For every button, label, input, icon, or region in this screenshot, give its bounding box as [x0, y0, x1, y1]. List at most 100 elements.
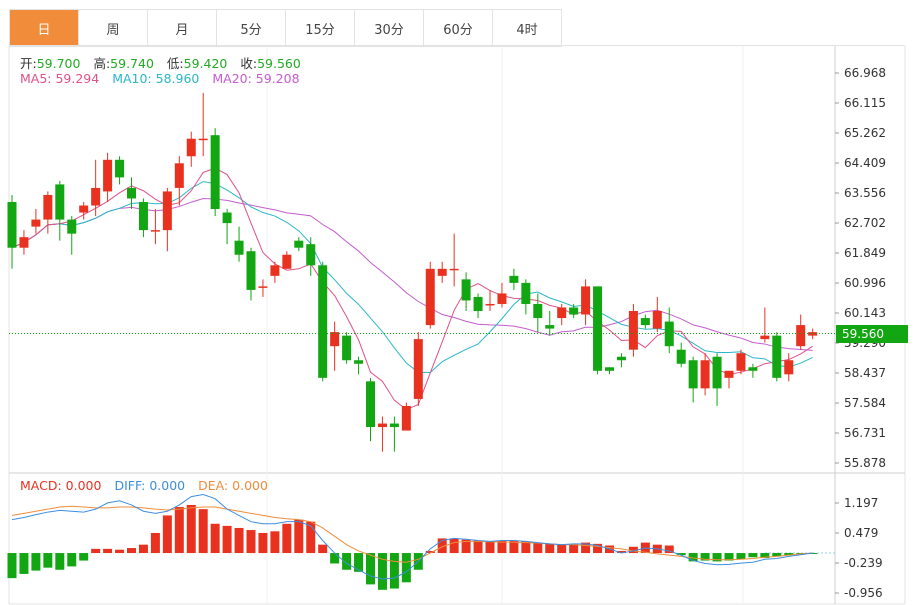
macd-bar: [342, 553, 352, 570]
macd-bar: [162, 515, 172, 554]
candle-body: [330, 332, 340, 347]
candle-body: [79, 205, 89, 213]
diff-value: DIFF: 0.000: [114, 478, 186, 493]
candle-body: [115, 159, 125, 178]
tab-week[interactable]: 周: [79, 10, 148, 46]
price-tick-label: 60.143: [844, 306, 886, 320]
macd-bar: [79, 553, 89, 561]
candle-body: [784, 360, 794, 375]
macd-bar: [282, 523, 292, 554]
macd-bar: [784, 553, 794, 556]
macd-bar: [306, 521, 316, 554]
macd-bar: [581, 542, 591, 554]
tab-30min[interactable]: 30分: [355, 10, 424, 46]
macd-bar: [366, 553, 375, 585]
candle-body: [628, 311, 638, 350]
macd-tick-label: -0.239: [844, 556, 883, 570]
candle-body: [437, 268, 447, 276]
macd-bar: [676, 553, 686, 556]
macd-info: MACD: 0.000 DIFF: 0.000 DEA: 0.000: [20, 478, 277, 493]
ohlc-info: 开:59.700 高:59.740 低:59.420 收:59.560: [20, 53, 310, 72]
candle-body: [31, 219, 41, 227]
macd-bar: [222, 525, 232, 554]
macd-bar: [91, 548, 101, 554]
macd-tick-label: -0.956: [844, 586, 883, 600]
macd-bar: [437, 538, 447, 554]
ma10-info: MA10: 58.960: [112, 71, 200, 86]
candle-body: [461, 279, 471, 301]
price-tick-label: 65.262: [844, 126, 886, 140]
price-tick-label: 57.584: [844, 396, 886, 410]
macd-bar: [724, 553, 734, 561]
candle-body: [545, 325, 555, 329]
candle-body: [389, 423, 399, 428]
macd-bar: [318, 544, 328, 554]
candle-body: [413, 339, 423, 399]
tab-60min[interactable]: 60分: [424, 10, 493, 46]
candle-body: [700, 360, 710, 389]
candle-body: [366, 381, 375, 428]
tab-4hour[interactable]: 4时: [493, 10, 562, 46]
candle-body: [593, 286, 603, 371]
macd-bar: [31, 553, 41, 571]
tab-15min[interactable]: 15分: [286, 10, 355, 46]
macd-bar: [449, 538, 459, 554]
price-tick-label: 62.702: [844, 216, 886, 230]
candle-body: [401, 405, 411, 431]
price-tick-label: 55.878: [844, 456, 886, 470]
candle-body: [640, 318, 650, 326]
macd-bar: [664, 545, 674, 554]
high-info: 高:59.740: [93, 56, 154, 71]
dea-line: [11, 505, 813, 563]
price-tick-label: 56.731: [844, 426, 886, 440]
candle-body: [270, 265, 280, 276]
candle-body: [282, 254, 292, 269]
price-tick-label: 60.996: [844, 276, 886, 290]
open-info: 开:59.700: [20, 56, 81, 71]
candle-body: [724, 370, 734, 378]
candle-body: [497, 293, 507, 304]
macd-bar: [354, 553, 364, 572]
candle-body: [306, 244, 316, 266]
macd-bar: [258, 532, 268, 554]
macd-bar: [294, 519, 304, 554]
candle-body: [688, 360, 698, 389]
candle-body: [521, 282, 531, 304]
candle-body: [569, 307, 579, 315]
candle-body: [162, 191, 172, 231]
tab-day[interactable]: 日: [10, 10, 79, 46]
candle-body: [509, 275, 519, 283]
candle-body: [198, 138, 208, 141]
candle-body: [808, 332, 818, 336]
macd-bar: [700, 553, 710, 561]
candle-body: [748, 367, 758, 371]
macd-bar: [497, 540, 507, 554]
low-info: 低:59.420: [166, 56, 228, 71]
candle-body: [186, 138, 196, 157]
ma20-info: MA20: 59.208: [212, 71, 300, 86]
macd-bar: [616, 550, 626, 554]
macd-tick-label: 0.479: [844, 526, 878, 540]
macd-bar: [186, 504, 196, 554]
close-info: 收:59.560: [240, 56, 301, 71]
candle-body: [652, 311, 662, 329]
macd-value: MACD: 0.000: [20, 478, 102, 493]
candle-body: [19, 237, 29, 248]
macd-bar: [569, 543, 579, 554]
macd-bar: [760, 553, 770, 559]
macd-bar: [473, 540, 483, 554]
macd-bar: [198, 509, 208, 554]
macd-bar: [509, 540, 519, 554]
tab-5min[interactable]: 5分: [217, 10, 286, 46]
macd-bar: [67, 553, 77, 567]
ma-info: MA5: 59.294 MA10: 58.960 MA20: 59.208: [20, 71, 309, 86]
candle-body: [150, 230, 160, 232]
candle-body: [425, 268, 435, 326]
candle-body: [473, 296, 483, 312]
macd-bar: [55, 553, 65, 570]
tab-month[interactable]: 月: [148, 10, 217, 46]
candle-body: [676, 349, 686, 364]
macd-bar: [19, 553, 29, 574]
candle-body: [294, 240, 304, 248]
